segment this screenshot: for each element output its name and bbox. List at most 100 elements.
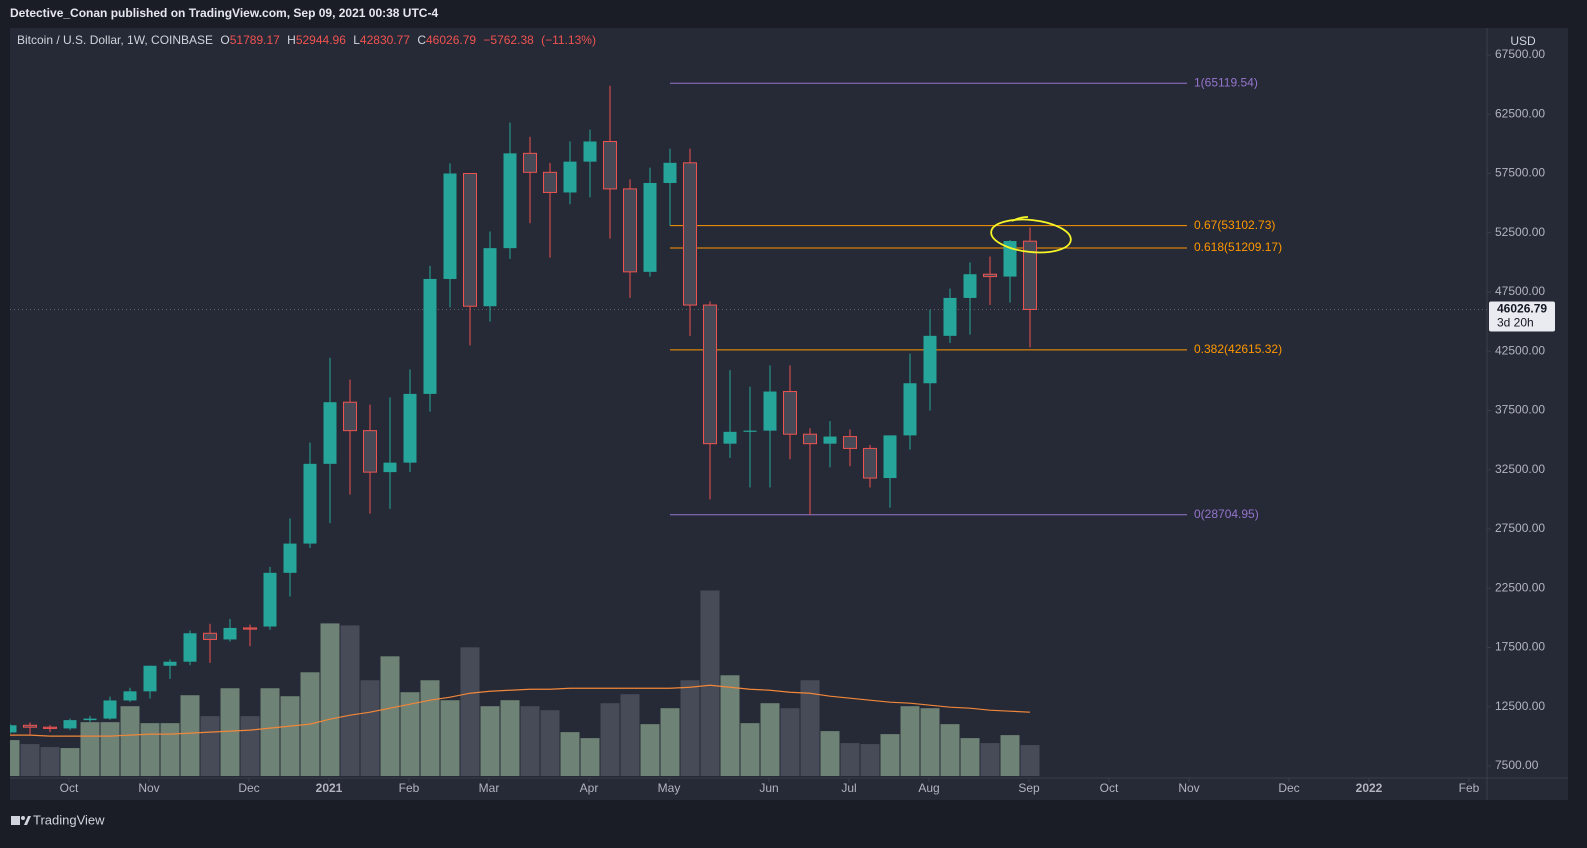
x-tick-label: Oct [60,781,79,795]
candle-body [783,391,797,435]
volume-bar [620,694,640,776]
candle-body [283,543,297,573]
volume-bar [500,700,520,776]
candle-body [1023,240,1037,310]
volume-bar [780,708,800,776]
currency: USD [1510,34,1536,48]
candle-body [203,632,217,640]
volume-bar [100,722,120,776]
y-tick-label: 47500.00 [1495,284,1545,298]
volume-bar [760,703,780,776]
highlight-annotation [990,218,1072,254]
y-tick-label: 17500.00 [1495,640,1545,654]
volume-bar [420,680,440,776]
y-tick-label: 32500.00 [1495,462,1545,476]
volume-bar [820,731,840,776]
candle-body [503,153,517,249]
candle-body [83,718,97,721]
candle-body [343,401,357,432]
candle-body [583,141,597,162]
candle-body [1003,241,1017,277]
volume-bar [860,744,880,776]
candle-body [843,436,857,449]
candle-body [223,627,237,640]
candle-body [23,724,37,728]
x-tick-label: Nov [138,781,159,795]
countdown: 3d 20h [1497,316,1534,330]
y-tick-label: 42500.00 [1495,343,1545,357]
publisher: Detective_Conan published on TradingView… [10,6,438,20]
candle-body [963,274,977,298]
volume-bar [340,625,360,776]
candle-body [543,171,557,193]
fib-label: 0(28704.95) [1194,507,1259,521]
x-tick-label: Mar [479,781,500,795]
y-tick-label: 52500.00 [1495,225,1545,239]
y-tick-label: 37500.00 [1495,403,1545,417]
volume-bar [560,732,580,776]
y-tick-label: 22500.00 [1495,580,1545,594]
volume-bar [720,675,740,776]
x-tick-label: Jul [841,781,856,795]
candle-body [443,173,457,279]
candle-body [123,691,137,701]
volume-bar [520,706,540,776]
volume-bar [920,708,940,776]
candle-body [903,383,917,436]
x-tick-label: Apr [580,781,599,795]
volume-bar [580,738,600,776]
volume-bar [880,734,900,776]
volume-bar [400,692,420,776]
candle-body [303,463,317,544]
x-tick-label: Aug [918,781,939,795]
volume-bar [840,743,860,776]
change-pct: (−11.13%) [541,33,596,47]
candle-body [363,430,377,473]
candle-body [10,725,17,733]
x-tick-label: May [658,781,681,795]
volume-bar [160,723,180,776]
candle-body [943,297,957,336]
symbol-header: Bitcoin / U.S. Dollar, 1W, COINBASE O517… [17,33,596,47]
candle-body [463,172,477,307]
fib-label: 0.382(42615.32) [1194,342,1282,356]
volume-bar [380,656,400,776]
brand: TradingView [33,812,105,827]
volume-bar [200,716,220,776]
y-tick-label: 62500.00 [1495,106,1545,120]
fib-label: 0.618(51209.17) [1194,240,1282,254]
volume-bar [800,680,820,776]
volume-bar [640,724,660,776]
price-label: 46026.79 [1497,302,1547,316]
x-tick-label: Nov [1178,781,1199,795]
x-tick-label: Jun [759,781,778,795]
x-tick-label: Feb [399,781,420,795]
x-tick-label: Dec [1278,781,1299,795]
volume-bar [80,722,100,776]
volume-bar [360,680,380,776]
volume-bar [460,647,480,776]
volume-bar [540,710,560,776]
high-label: H [287,33,296,47]
y-tick-label: 27500.00 [1495,521,1545,535]
volume-bar [40,747,60,776]
volume-bar [20,744,40,776]
volume-bar [180,695,200,776]
candle-body [263,572,277,627]
candle-body [43,726,57,729]
x-tick-label: Feb [1459,781,1480,795]
change: −5762.38 [483,33,534,47]
candle-body [483,248,497,307]
volume-bar [480,706,500,776]
high-value: 52944.96 [296,33,346,47]
plot-area: 1(65119.54) 0.67(53102.73) 0.618(51209.17)… [10,75,1487,776]
low-label: L [353,33,360,47]
volume-bar [60,748,80,776]
candle-body [983,273,997,278]
candle-body [663,162,677,183]
candle-body [723,431,737,444]
x-tick-label: 2022 [1356,781,1383,795]
volume-bar [980,743,1000,776]
volume-bar [600,703,620,776]
symbol: Bitcoin / U.S. Dollar, 1W, COINBASE [17,33,213,47]
